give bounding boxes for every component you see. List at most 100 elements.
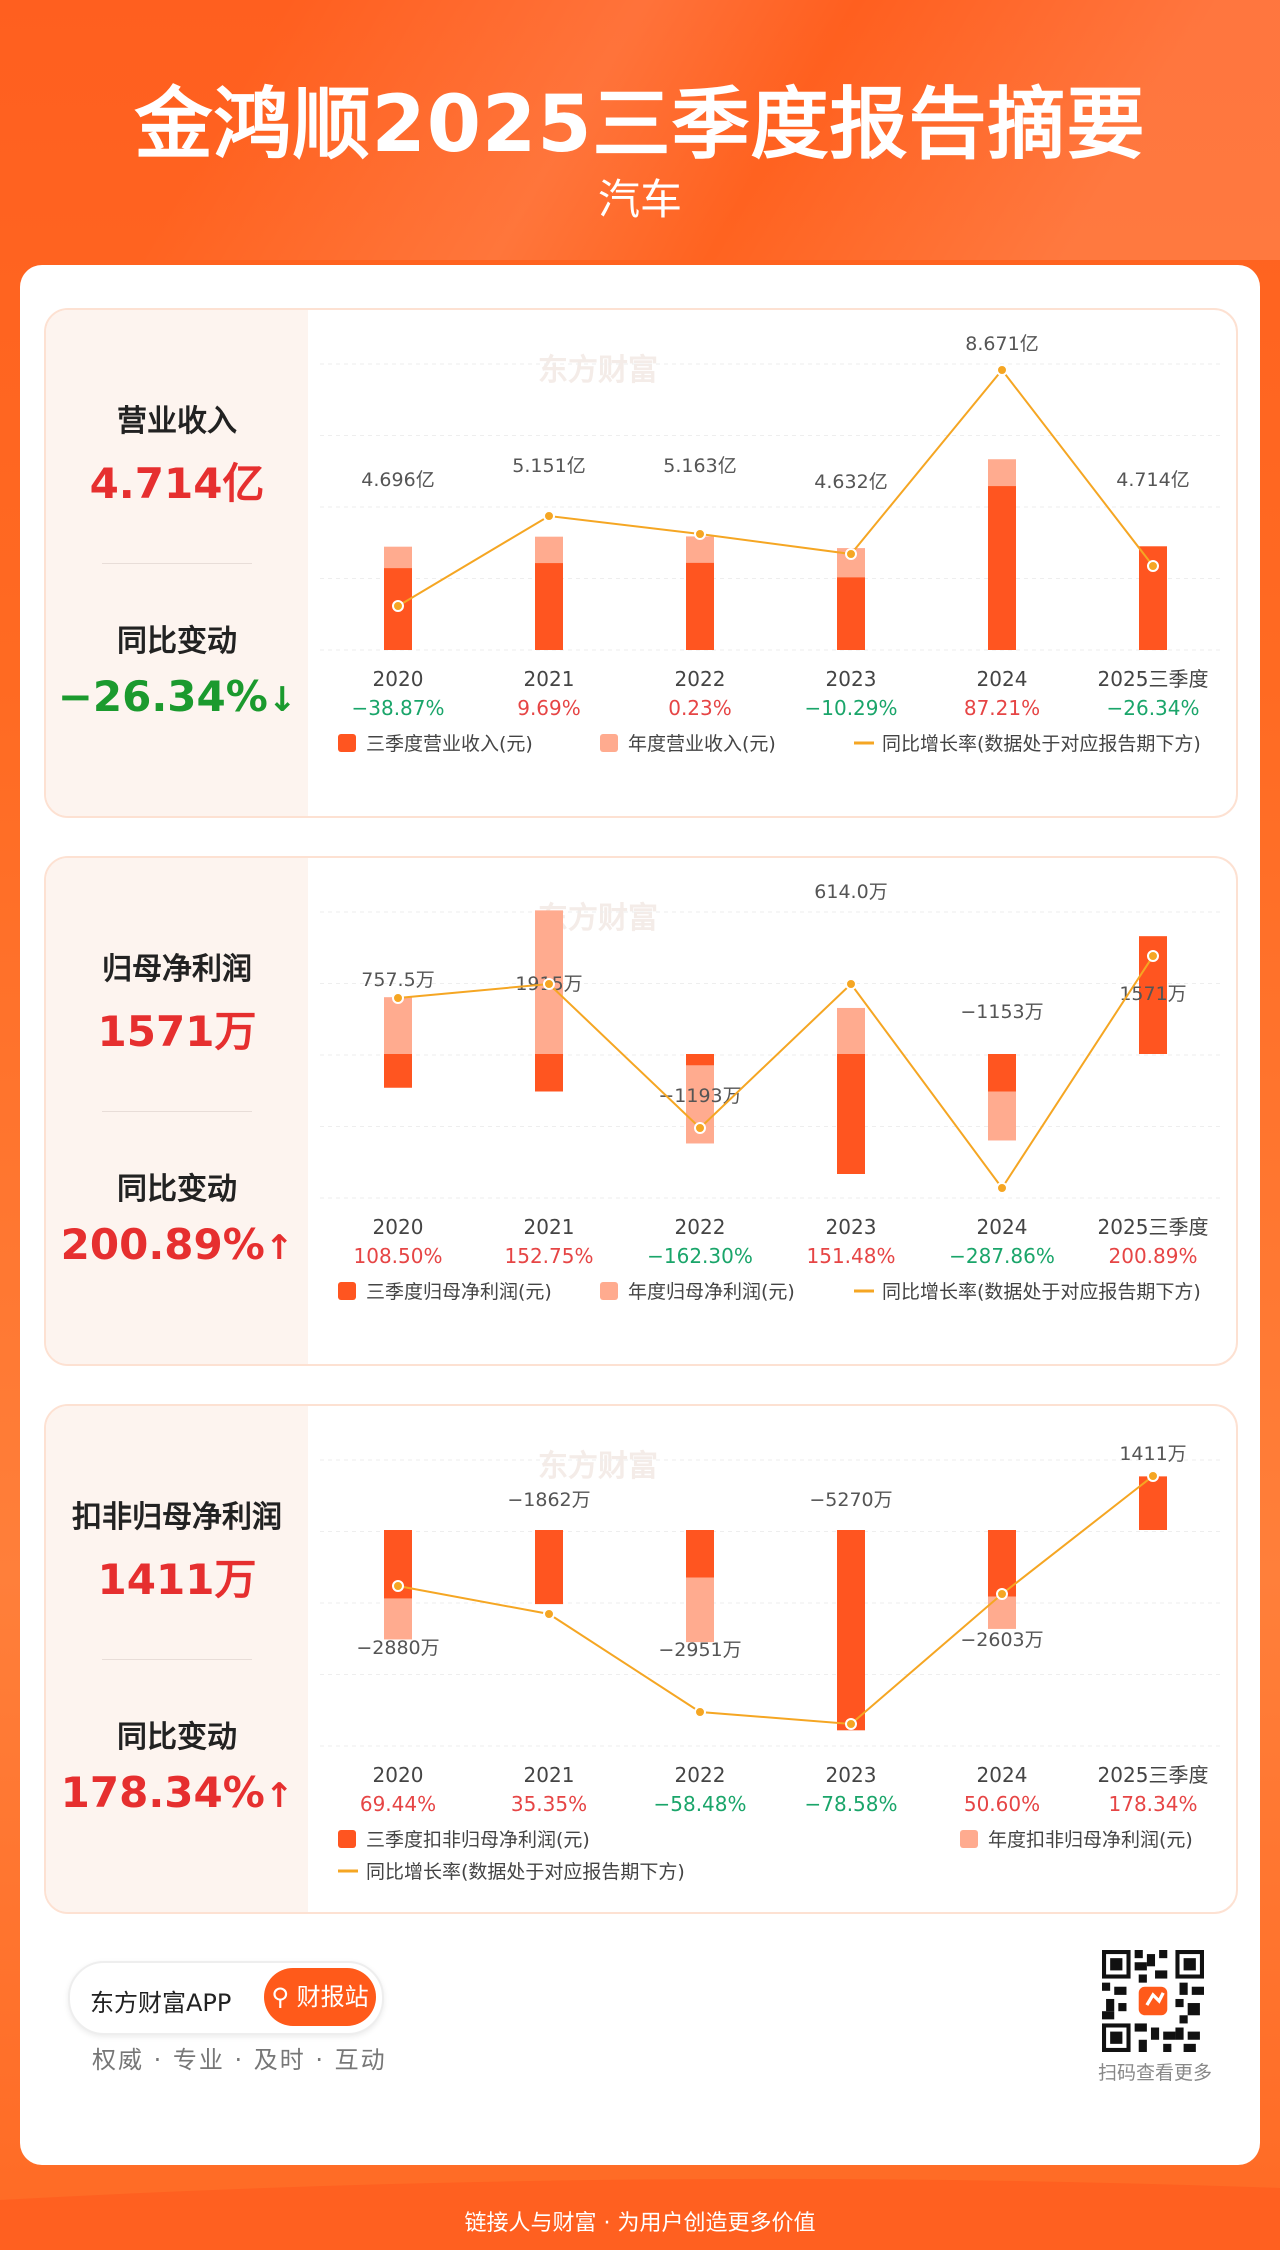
qr-caption: 扫码查看更多 xyxy=(1097,2062,1212,2084)
growth-point xyxy=(845,548,857,560)
search-icon: ⚲ xyxy=(271,1983,289,2011)
deducted-profit-change-value: 178.34% xyxy=(60,1768,265,1817)
summary-divider xyxy=(102,1111,252,1112)
growth-rate-label: −58.48% xyxy=(653,1792,746,1816)
deducted-profit-change-label: 同比变动 xyxy=(117,1720,237,1755)
growth-line xyxy=(397,1475,1154,1726)
growth-rate-label: 50.60% xyxy=(964,1792,1040,1816)
growth-point xyxy=(996,364,1008,376)
growth-rate-label: 200.89% xyxy=(1109,1244,1198,1268)
summary-divider xyxy=(102,1659,252,1660)
category-label: 2021 xyxy=(524,667,575,691)
revenue-change-label: 同比变动 xyxy=(117,624,237,659)
quarter-bar xyxy=(837,577,865,650)
growth-rate-label: −287.86% xyxy=(949,1244,1055,1268)
category-label: 2021 xyxy=(524,1215,575,1239)
legend-swatch xyxy=(600,734,618,752)
growth-point xyxy=(845,1718,857,1730)
growth-rate-label: 9.69% xyxy=(517,696,581,720)
category-label: 2025三季度 xyxy=(1098,1215,1209,1239)
net-profit-change-value: 200.89% xyxy=(60,1220,265,1269)
deducted-profit-chart: 东方财富 −2880万 2020 69.44% −1862万 2021 35.35% −295… xyxy=(320,1443,1224,1883)
bar-value-label: 1411万 xyxy=(1119,1443,1186,1465)
quarter-bar xyxy=(837,1530,865,1731)
growth-line xyxy=(397,955,1154,1190)
category-label: 2023 xyxy=(826,1215,877,1239)
category-label: 2022 xyxy=(675,1215,726,1239)
legend-label: 年度扣非归母净利润(元) xyxy=(988,1829,1193,1851)
growth-point xyxy=(694,528,706,540)
legend-swatch xyxy=(338,1830,356,1848)
growth-point xyxy=(392,992,404,1004)
bar-value-label: 614.0万 xyxy=(814,881,887,903)
app-search-pill[interactable]: 东方财富APP ⚲ 财报站 xyxy=(68,1961,384,2035)
financial-report-button-label: 财报站 xyxy=(296,1983,369,2011)
growth-point xyxy=(1147,560,1159,572)
growth-rate-label: 151.48% xyxy=(807,1244,896,1268)
growth-rate-label: −78.58% xyxy=(804,1792,897,1816)
bar-value-label: 757.5万 xyxy=(361,969,434,991)
deducted-profit-summary: 扣非归母净利润 1411万 同比变动 178.34%↑ xyxy=(46,1406,308,1912)
net-profit-label: 归母净利润 xyxy=(102,952,252,987)
category-label: 2020 xyxy=(373,667,424,691)
quarter-bar xyxy=(535,1054,563,1092)
revenue-change: −26.34%↓ xyxy=(46,672,308,721)
quarter-bar xyxy=(1139,1476,1167,1530)
page-title: 金鸿顺2025三季度报告摘要 xyxy=(134,80,1146,170)
bar-value-label: −1862万 xyxy=(507,1489,590,1511)
net-profit-change: 200.89%↑ xyxy=(46,1220,308,1269)
quarter-bar xyxy=(988,486,1016,650)
arrow-down-icon: ↓ xyxy=(267,680,297,720)
category-label: 2025三季度 xyxy=(1098,667,1209,691)
growth-rate-label: −26.34% xyxy=(1106,696,1199,720)
quarter-bar xyxy=(837,1054,865,1174)
bar-value-label: 4.714亿 xyxy=(1116,469,1189,491)
revenue-summary: 营业收入 4.714亿 同比变动 −26.34%↓ xyxy=(46,310,308,816)
legend-label: 三季度营业收入(元) xyxy=(366,733,533,755)
quarter-bar xyxy=(686,1530,714,1578)
bar-value-label: −2880万 xyxy=(356,1637,439,1659)
growth-point xyxy=(543,978,555,990)
revenue-panel: 营业收入 4.714亿 同比变动 −26.34%↓ 东方财富 4.696亿 2020… xyxy=(44,308,1238,818)
net-profit-chart: 东方财富757.5万2020108.50%1915万2021152.75%−11… xyxy=(320,881,1224,1303)
bar-value-label: 4.696亿 xyxy=(361,469,434,491)
growth-point xyxy=(694,1706,706,1718)
legend-label: 三季度归母净利润(元) xyxy=(366,1281,552,1303)
bottom-tagline: 链接人与财富 · 为用户创造更多价值 xyxy=(464,2211,816,2236)
quarter-bar xyxy=(988,1054,1016,1092)
watermark-text: 东方财富 xyxy=(538,353,658,388)
qr-code[interactable] xyxy=(1102,1950,1204,2052)
growth-rate-label: 152.75% xyxy=(505,1244,594,1268)
category-label: 2021 xyxy=(524,1763,575,1787)
financial-report-button[interactable]: ⚲ 财报站 xyxy=(264,1968,376,2026)
revenue-label: 营业收入 xyxy=(117,404,237,439)
quarter-bar xyxy=(384,1054,412,1088)
annual-bar xyxy=(837,1007,865,1054)
quarter-bar xyxy=(686,562,714,650)
quarter-bar xyxy=(988,1530,1016,1597)
growth-point xyxy=(694,1122,706,1134)
category-label: 2020 xyxy=(373,1763,424,1787)
bar-value-label: 5.151亿 xyxy=(512,455,585,477)
growth-point xyxy=(996,1182,1008,1194)
arrow-up-icon: ↑ xyxy=(264,1776,294,1816)
legend-swatch xyxy=(338,1282,356,1300)
growth-point xyxy=(392,1580,404,1592)
legend-label: 年度营业收入(元) xyxy=(628,733,776,755)
growth-point xyxy=(392,600,404,612)
growth-rate-label: 35.35% xyxy=(511,1792,587,1816)
quarter-bar xyxy=(535,563,563,650)
bar-value-label: −1153万 xyxy=(960,1001,1043,1023)
legend-swatch xyxy=(338,734,356,752)
quarter-bar xyxy=(686,1054,714,1066)
bar-value-label: 1571万 xyxy=(1119,983,1186,1005)
bar-value-label: −2951万 xyxy=(658,1639,741,1661)
category-label: 2020 xyxy=(373,1215,424,1239)
bar-value-label: 8.671亿 xyxy=(965,333,1038,355)
slogan: 权威 · 专业 · 及时 · 互动 xyxy=(92,2046,387,2074)
growth-point xyxy=(996,1588,1008,1600)
growth-line xyxy=(397,368,1154,607)
bar-value-label: −2603万 xyxy=(960,1629,1043,1651)
bar-value-label: −5270万 xyxy=(809,1489,892,1511)
bar-value-label: 5.163亿 xyxy=(663,455,736,477)
